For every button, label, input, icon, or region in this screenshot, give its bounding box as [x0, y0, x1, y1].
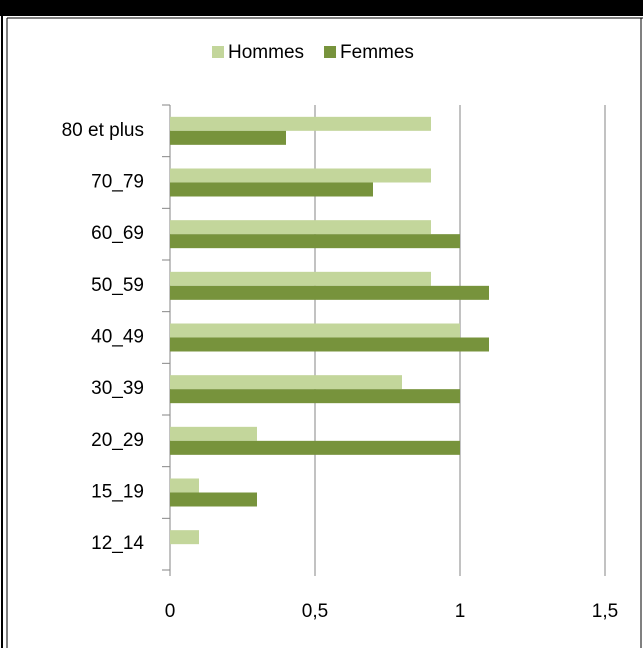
x-tick-label: 1,5 [592, 601, 618, 622]
y-tick-label: 60_69 [91, 223, 144, 244]
header-band [0, 0, 643, 16]
bar [170, 478, 199, 493]
bar [170, 285, 489, 300]
x-tick-label: 1 [455, 601, 466, 622]
bar [170, 271, 431, 286]
x-tick-label: 0 [165, 601, 176, 622]
y-tick-label: 40_49 [91, 327, 144, 348]
y-tick-label: 12_14 [91, 533, 144, 554]
legend-swatch [324, 46, 337, 58]
bar [170, 130, 286, 145]
legend-label: Hommes [228, 42, 304, 63]
bar [170, 337, 489, 352]
bar [170, 323, 460, 338]
bar [170, 389, 460, 404]
bar [170, 375, 402, 390]
y-tick-label: 15_19 [91, 482, 144, 503]
x-tick-label: 0,5 [302, 601, 328, 622]
y-tick-label: 20_29 [91, 430, 144, 451]
bar [170, 492, 257, 507]
bar [170, 182, 373, 197]
bar [170, 426, 257, 441]
bar [170, 116, 431, 131]
bar [170, 530, 199, 545]
legend-label: Femmes [340, 42, 414, 63]
bar [170, 234, 460, 249]
legend-swatch [212, 46, 224, 58]
bar [170, 168, 431, 183]
y-tick-label: 30_39 [91, 378, 144, 399]
bar [170, 220, 431, 235]
y-tick-label: 80 et plus [62, 120, 144, 141]
y-tick-label: 70_79 [91, 172, 144, 193]
bar [170, 440, 460, 455]
y-tick-label: 50_59 [91, 275, 144, 296]
